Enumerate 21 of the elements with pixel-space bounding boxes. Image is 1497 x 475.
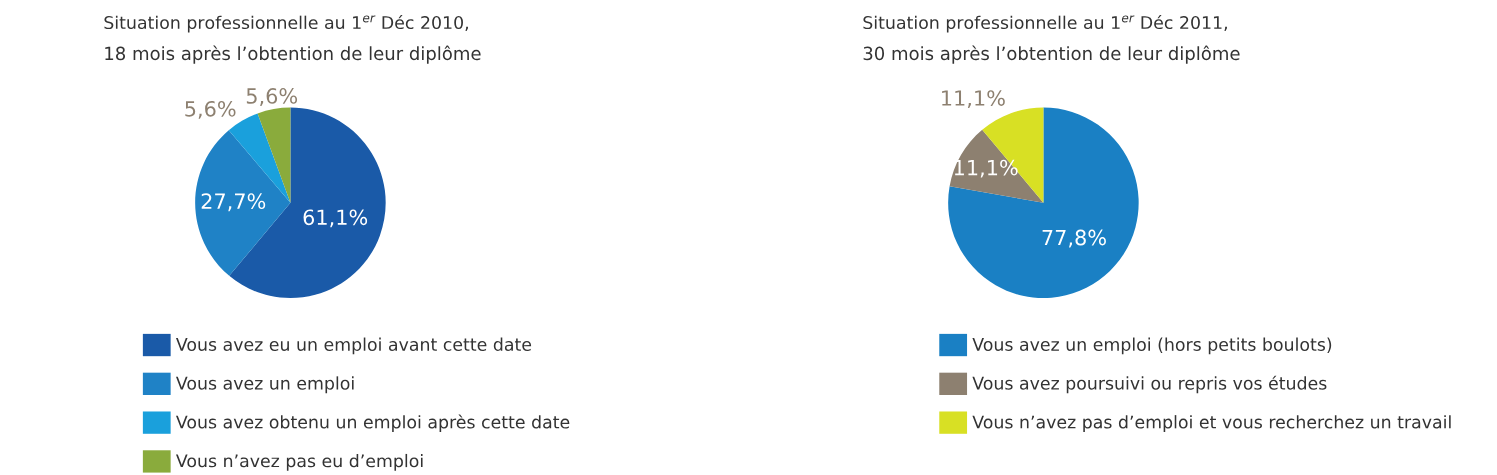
legend-label: Vous avez obtenu un emploi après cette date xyxy=(175,414,570,432)
data-label: 77,8% xyxy=(1042,229,1106,248)
legend-label: Vous avez poursuivi ou repris vos études xyxy=(972,375,1327,394)
chart-subtitle: 30 mois après l’obtention de leur diplôme xyxy=(863,45,1240,64)
pie-slice xyxy=(949,129,1044,203)
data-label: 11,1% xyxy=(942,90,1005,109)
pie-slice xyxy=(195,130,291,276)
chart-title: Situation professionnelle au 1$^{er}$ Déc 2010, xyxy=(104,14,468,33)
chart-title: Situation professionnelle au 1$^{er}$ Déc 2011, xyxy=(863,14,1227,33)
data-label: 61,1% xyxy=(303,209,368,228)
data-label: 5,6% xyxy=(185,100,236,119)
legend-label: Vous n’avez pas eu d’emploi xyxy=(175,453,423,471)
data-label: 11,1% xyxy=(954,159,1018,178)
legend-label: Vous avez un emploi xyxy=(175,376,354,394)
data-label: 27,7% xyxy=(201,193,266,212)
pie-slice xyxy=(948,107,1139,299)
legend-label: Vous n’avez pas d’emploi et vous recherchez un travail xyxy=(972,415,1451,432)
legend-label: Vous avez un emploi (hors petits boulots) xyxy=(972,337,1332,355)
chart-subtitle: 18 mois après l’obtention de leur diplôme xyxy=(105,45,481,64)
legend-label: Vous avez eu un emploi avant cette date xyxy=(175,337,532,355)
data-label: 5,6% xyxy=(246,88,298,106)
